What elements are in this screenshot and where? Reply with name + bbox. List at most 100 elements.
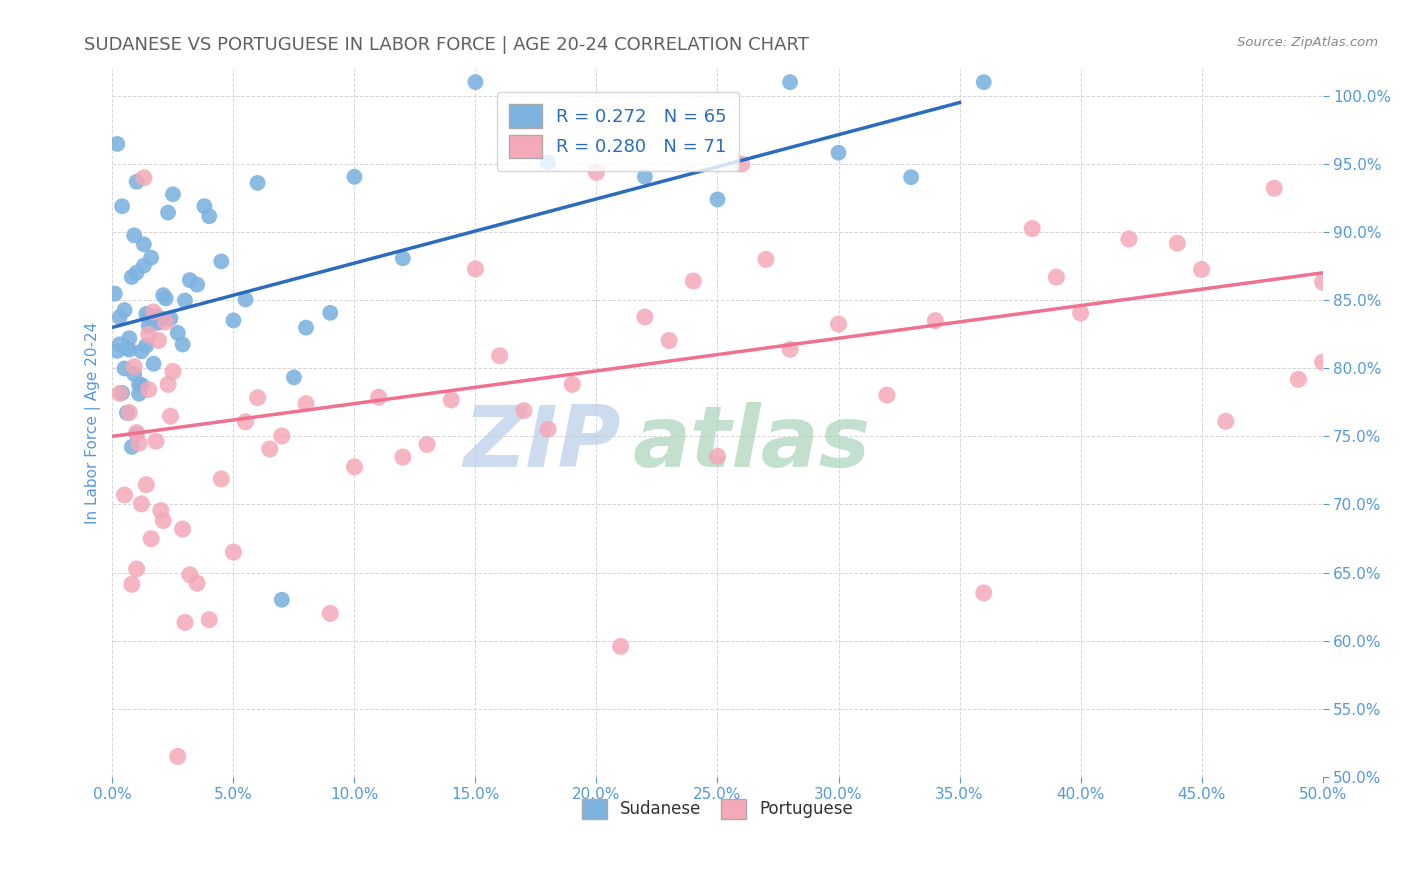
Point	[1021, 221, 1043, 235]
Point	[235, 415, 257, 429]
Text: ZIP: ZIP	[463, 402, 620, 485]
Point	[755, 252, 778, 267]
Point	[104, 286, 127, 301]
Point	[138, 310, 160, 325]
Legend: Sudanese, Portuguese: Sudanese, Portuguese	[575, 793, 860, 825]
Point	[138, 327, 160, 342]
Point	[122, 367, 145, 381]
Point	[125, 266, 148, 280]
Point	[135, 338, 157, 352]
Point	[682, 274, 704, 288]
Point	[283, 370, 305, 384]
Point	[174, 293, 197, 308]
Point	[135, 307, 157, 321]
Point	[193, 199, 215, 213]
Point	[108, 337, 131, 351]
Point	[779, 343, 801, 357]
Point	[152, 514, 174, 528]
Point	[159, 311, 181, 326]
Point	[121, 577, 143, 591]
Point	[121, 270, 143, 285]
Point	[198, 613, 221, 627]
Point	[1166, 236, 1188, 251]
Point	[149, 504, 172, 518]
Point	[246, 176, 269, 190]
Point	[1312, 275, 1334, 289]
Point	[132, 237, 155, 252]
Point	[174, 615, 197, 630]
Point	[731, 157, 754, 171]
Point	[513, 403, 536, 417]
Point	[186, 277, 208, 292]
Point	[114, 303, 136, 318]
Point	[464, 75, 486, 89]
Point	[827, 317, 849, 331]
Point	[155, 315, 177, 329]
Point	[222, 545, 245, 559]
Point	[108, 386, 131, 401]
Text: Source: ZipAtlas.com: Source: ZipAtlas.com	[1237, 36, 1378, 49]
Y-axis label: In Labor Force | Age 20-24: In Labor Force | Age 20-24	[86, 322, 101, 524]
Point	[172, 522, 194, 536]
Point	[779, 75, 801, 89]
Point	[246, 391, 269, 405]
Point	[115, 406, 138, 420]
Point	[319, 306, 342, 320]
Point	[131, 378, 153, 392]
Point	[135, 477, 157, 491]
Point	[142, 357, 165, 371]
Point	[128, 377, 150, 392]
Point	[162, 364, 184, 378]
Point	[392, 450, 415, 464]
Point	[155, 292, 177, 306]
Point	[121, 440, 143, 454]
Point	[235, 293, 257, 307]
Point	[973, 75, 995, 89]
Point	[105, 136, 128, 151]
Point	[561, 377, 583, 392]
Point	[115, 341, 138, 355]
Point	[132, 170, 155, 185]
Point	[118, 331, 141, 345]
Point	[125, 562, 148, 576]
Point	[706, 193, 728, 207]
Point	[209, 472, 232, 486]
Point	[1263, 181, 1285, 195]
Point	[295, 320, 318, 334]
Point	[159, 409, 181, 424]
Point	[131, 497, 153, 511]
Point	[118, 406, 141, 420]
Point	[198, 209, 221, 223]
Point	[108, 310, 131, 325]
Point	[343, 459, 366, 474]
Text: atlas: atlas	[633, 402, 870, 485]
Point	[1312, 355, 1334, 369]
Point	[125, 425, 148, 440]
Point	[343, 169, 366, 184]
Point	[131, 344, 153, 359]
Point	[222, 313, 245, 327]
Point	[634, 310, 657, 324]
Point	[125, 427, 148, 442]
Point	[166, 749, 188, 764]
Point	[827, 145, 849, 160]
Point	[139, 251, 162, 265]
Point	[139, 532, 162, 546]
Point	[924, 314, 946, 328]
Point	[464, 262, 486, 277]
Point	[1118, 232, 1140, 246]
Point	[440, 392, 463, 407]
Point	[105, 343, 128, 358]
Point	[118, 343, 141, 357]
Point	[114, 488, 136, 502]
Point	[179, 273, 201, 287]
Point	[142, 305, 165, 319]
Point	[152, 288, 174, 302]
Point	[186, 576, 208, 591]
Point	[900, 170, 922, 185]
Point	[122, 228, 145, 243]
Point	[172, 337, 194, 351]
Point	[148, 334, 170, 348]
Point	[416, 437, 439, 451]
Point	[1191, 262, 1213, 277]
